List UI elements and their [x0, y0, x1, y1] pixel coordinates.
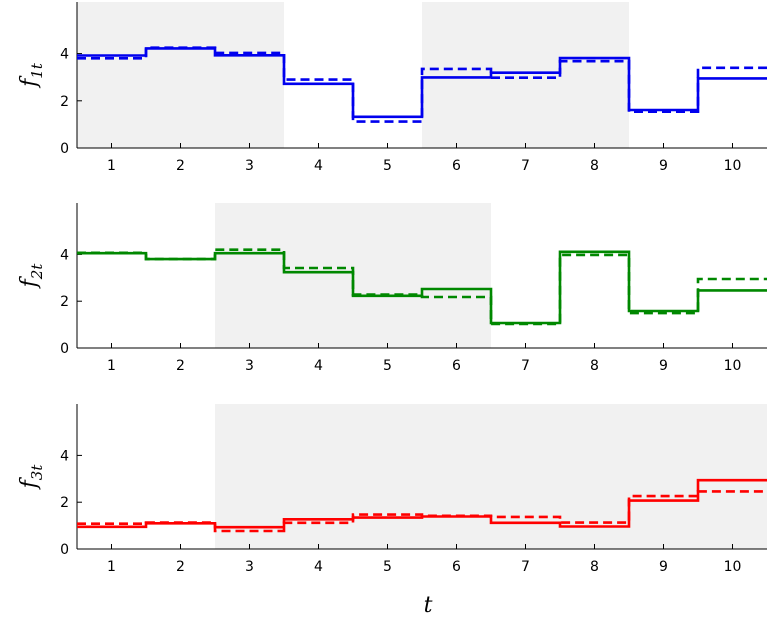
x-tick-label: 7: [521, 358, 530, 374]
x-tick-label: 5: [383, 559, 392, 575]
y-tick-label: 0: [60, 341, 69, 357]
x-tick-label: 1: [107, 559, 116, 575]
x-tick-label: 9: [659, 358, 668, 374]
y-tick-label: 2: [60, 495, 69, 511]
x-tick-label: 9: [659, 559, 668, 575]
x-tick-label: 2: [176, 158, 185, 174]
x-tick-label: 4: [314, 158, 323, 174]
x-tick-label: 3: [245, 559, 254, 575]
y-tick-label: 0: [60, 542, 69, 558]
x-tick-label: 1: [107, 358, 116, 374]
x-tick-label: 4: [314, 358, 323, 374]
chart-panel-3: 0 2 4 1 2 3 4 5 6 7 8 9 10 f3t t: [17, 404, 767, 618]
x-tick-label: 8: [590, 358, 599, 374]
y-axis-label: f3t: [17, 464, 46, 491]
y-tick-label: 4: [60, 247, 69, 263]
x-tick-label: 10: [724, 358, 742, 374]
y-tick-label: 2: [60, 294, 69, 310]
x-tick-label: 6: [452, 559, 461, 575]
x-tick-label: 2: [176, 559, 185, 575]
y-tick-label: 4: [60, 448, 69, 464]
x-tick-label: 3: [245, 158, 254, 174]
chart-panel-1: 0 2 4 1 2 3 4 5 6 7 8 9 10 f1t: [17, 2, 767, 174]
x-tick-label: 9: [659, 158, 668, 174]
x-tick-label: 8: [590, 158, 599, 174]
x-tick-label: 3: [245, 358, 254, 374]
y-tick-label: 2: [60, 94, 69, 110]
series-solid: [77, 478, 767, 529]
x-tick-label: 1: [107, 158, 116, 174]
x-tick-label: 5: [383, 358, 392, 374]
shaded-region-2: [422, 2, 629, 148]
x-tick-label: 7: [521, 158, 530, 174]
shaded-region-1: [215, 404, 767, 549]
x-tick-label: 7: [521, 559, 530, 575]
x-tick-label: 8: [590, 559, 599, 575]
y-axis-label: f1t: [17, 62, 46, 89]
x-tick-label: 6: [452, 158, 461, 174]
x-tick-label: 2: [176, 358, 185, 374]
x-tick-label: 4: [314, 559, 323, 575]
x-tick-label: 6: [452, 358, 461, 374]
shaded-region-1: [77, 2, 284, 148]
y-tick-label: 0: [60, 141, 69, 157]
x-tick-label: 5: [383, 158, 392, 174]
chart-panel-2: 0 2 4 1 2 3 4 5 6 7 8 9 10 f2t: [17, 203, 767, 374]
series-solid: [77, 47, 767, 119]
y-axis-label: f2t: [17, 263, 46, 290]
x-axis-label: t: [424, 593, 433, 618]
series-solid: [77, 250, 767, 325]
y-tick-label: 4: [60, 47, 69, 63]
x-tick-label: 10: [724, 559, 742, 575]
x-tick-label: 10: [724, 158, 742, 174]
